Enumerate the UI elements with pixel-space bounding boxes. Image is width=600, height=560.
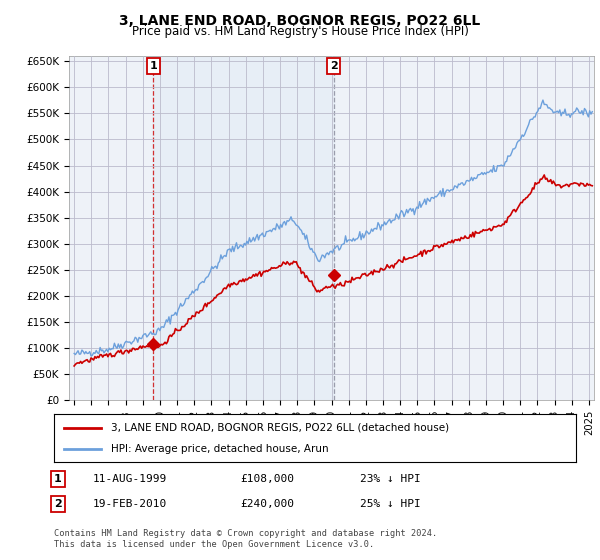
- Text: 23% ↓ HPI: 23% ↓ HPI: [360, 474, 421, 484]
- Text: 1: 1: [54, 474, 62, 484]
- Bar: [154, 56, 334, 400]
- Text: Price paid vs. HM Land Registry's House Price Index (HPI): Price paid vs. HM Land Registry's House …: [131, 25, 469, 38]
- Text: 25% ↓ HPI: 25% ↓ HPI: [360, 499, 421, 509]
- Text: 3, LANE END ROAD, BOGNOR REGIS, PO22 6LL (detached house): 3, LANE END ROAD, BOGNOR REGIS, PO22 6LL…: [112, 423, 449, 433]
- Text: HPI: Average price, detached house, Arun: HPI: Average price, detached house, Arun: [112, 444, 329, 454]
- Text: £240,000: £240,000: [240, 499, 294, 509]
- Text: 1: 1: [149, 61, 157, 71]
- Text: 19-FEB-2010: 19-FEB-2010: [93, 499, 167, 509]
- Text: 11-AUG-1999: 11-AUG-1999: [93, 474, 167, 484]
- Text: Contains HM Land Registry data © Crown copyright and database right 2024.
This d: Contains HM Land Registry data © Crown c…: [54, 529, 437, 549]
- Text: £108,000: £108,000: [240, 474, 294, 484]
- Text: 2: 2: [329, 61, 337, 71]
- Text: 3, LANE END ROAD, BOGNOR REGIS, PO22 6LL: 3, LANE END ROAD, BOGNOR REGIS, PO22 6LL: [119, 14, 481, 28]
- Text: 2: 2: [54, 499, 62, 509]
